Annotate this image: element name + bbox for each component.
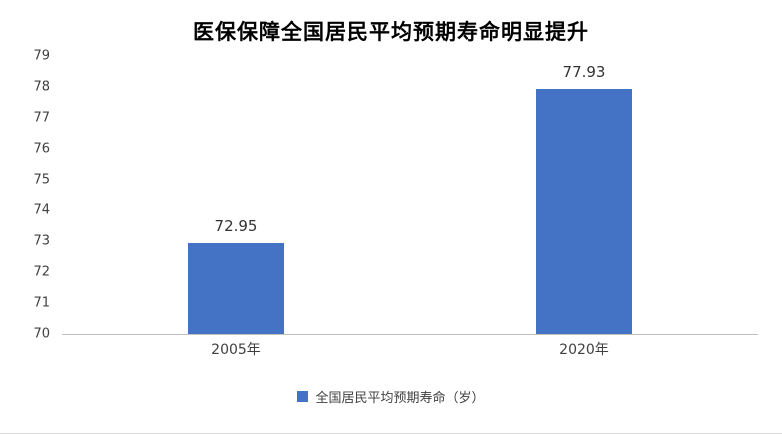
bar-chart: 70 71 72 73 74 75 76 77 78 79 72.95 77.93 <box>18 49 758 342</box>
y-tick-label: 72 <box>33 264 50 280</box>
legend-label: 全国居民平均预期寿命（岁） <box>315 391 485 406</box>
bar-value-label: 72.95 <box>214 216 258 235</box>
y-tick-label: 77 <box>33 110 50 126</box>
y-tick-label: 78 <box>33 79 50 95</box>
legend-swatch <box>297 391 309 402</box>
y-tick-label: 75 <box>33 172 50 188</box>
x-tick-label: 2020年 <box>559 342 609 358</box>
y-axis: 70 71 72 73 74 75 76 77 78 79 <box>18 49 62 342</box>
y-tick-label: 74 <box>33 202 50 218</box>
legend: 全国居民平均预期寿命（岁） <box>0 387 782 406</box>
plot-area: 72.95 77.93 <box>62 56 758 335</box>
y-tick-label: 71 <box>33 295 50 311</box>
y-tick-label: 73 <box>33 233 50 249</box>
x-tick-label: 2005年 <box>211 342 261 358</box>
bar-value-label: 77.93 <box>562 63 606 82</box>
bar <box>188 242 284 334</box>
chart-title: 医保保障全国居民平均预期寿命明显提升 <box>193 20 589 44</box>
x-axis: 2005年 2020年 <box>62 339 758 365</box>
y-tick-label: 76 <box>33 141 50 157</box>
bar <box>536 89 632 334</box>
y-tick-label: 70 <box>33 326 50 342</box>
y-tick-label: 79 <box>33 48 50 64</box>
